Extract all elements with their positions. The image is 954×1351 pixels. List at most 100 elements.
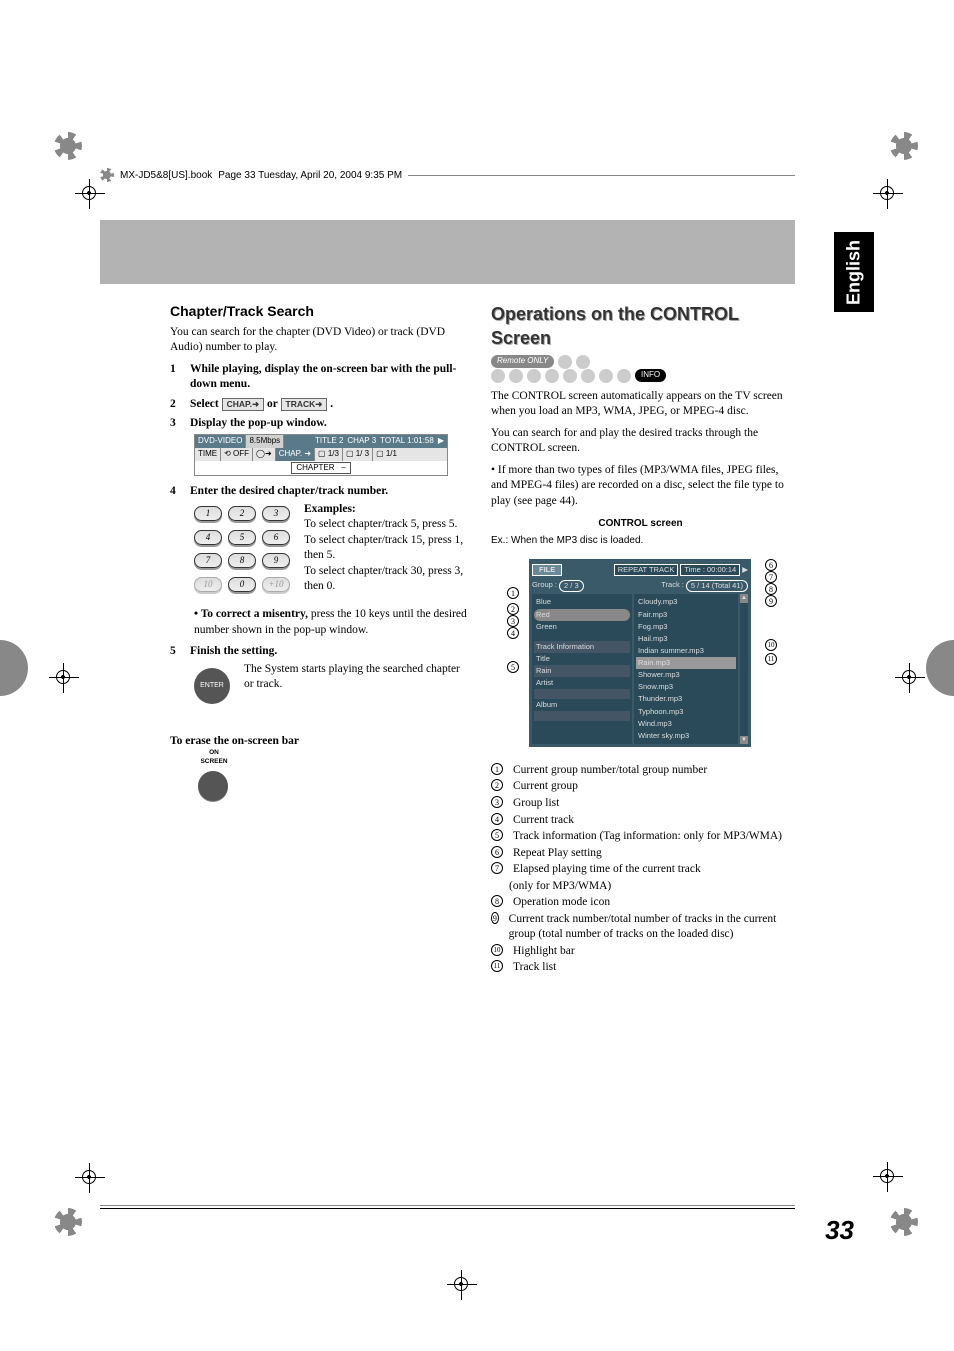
osb-chap-sel: CHAP. ➜	[276, 448, 315, 461]
legend-num: 9	[491, 912, 499, 924]
track-label: Track :	[661, 580, 684, 592]
osb-bitrate: 8.5Mbps	[246, 435, 284, 448]
gear-icon	[100, 168, 114, 182]
step-4: Enter the desired chapter/track number.	[190, 484, 469, 500]
control-screen-title: CONTROL screen	[491, 517, 790, 531]
track-row[interactable]: Wind.mp3	[636, 718, 736, 730]
page-number: 33	[825, 1215, 854, 1246]
legend-1: Current group number/total group number	[513, 763, 707, 779]
key-9[interactable]: 9	[262, 553, 290, 568]
key-8[interactable]: 8	[228, 553, 256, 568]
group-item[interactable]: Green	[534, 621, 630, 633]
osb-audio: ▢ 1/3	[315, 448, 343, 461]
legend-num: 11	[491, 960, 503, 972]
legend-num: 10	[491, 944, 503, 956]
key-3[interactable]: 3	[262, 506, 290, 521]
repeat-box: REPEAT TRACK	[614, 564, 679, 576]
scroll-up[interactable]: ▲	[740, 594, 748, 602]
control-screen: FILE REPEAT TRACK Time : 00:00:14 ▶ Grou…	[529, 559, 751, 747]
on-screen-button[interactable]	[198, 771, 228, 801]
key-7[interactable]: 7	[194, 553, 222, 568]
info-pill: INFO	[635, 369, 666, 382]
callout-10: 10	[765, 639, 777, 651]
osb-angle: ◯➜	[253, 448, 276, 461]
erase-title: To erase the on-screen bar	[170, 734, 469, 750]
key-plus10[interactable]: +10	[262, 577, 290, 592]
legend-5: Track information (Tag information: only…	[513, 829, 782, 845]
group-item[interactable]: Blue	[534, 596, 630, 608]
legend-num: 1	[491, 763, 503, 775]
ti-album-v	[534, 711, 630, 721]
step-2-post: .	[330, 398, 333, 410]
legend-9: Current track number/total number of tra…	[509, 912, 790, 943]
callout-2: 2	[507, 603, 519, 615]
key-1[interactable]: 1	[194, 506, 222, 521]
legend-num: 6	[491, 846, 503, 858]
correct-misentry: • To correct a misentry, press the 10 ke…	[194, 607, 469, 638]
legend-11: Track list	[513, 960, 556, 976]
left-column: Chapter/Track Search You can search for …	[170, 302, 469, 977]
legend-num: 8	[491, 895, 503, 907]
osb-repeat: ⟲ OFF	[221, 448, 253, 461]
examples: Examples: To select chapter/track 5, pre…	[304, 502, 469, 595]
track-row[interactable]: Indian summer.mp3	[636, 645, 736, 657]
key-6[interactable]: 6	[262, 530, 290, 545]
gear-icon	[890, 132, 918, 160]
callout-1: 1	[507, 587, 519, 599]
track-row[interactable]: Thunder.mp3	[636, 693, 736, 705]
remote-only-badge: Remote ONLY	[491, 355, 554, 368]
track-row[interactable]: Fog.mp3	[636, 621, 736, 633]
ti-title-v: Rain	[534, 665, 630, 677]
step-2-mid: or	[267, 398, 278, 410]
example-1: To select chapter/track 5, press 5.	[304, 517, 469, 533]
key-10[interactable]: 10	[194, 577, 222, 592]
gear-icon	[890, 1208, 918, 1236]
step-1: While playing, display the on-screen bar…	[190, 362, 469, 393]
control-screen-frame: FILE REPEAT TRACK Time : 00:00:14 ▶ Grou…	[509, 553, 779, 753]
dot-icon	[563, 369, 577, 383]
footer-rule	[100, 1205, 795, 1206]
examples-title: Examples:	[304, 502, 469, 518]
group-label: Group :	[532, 580, 557, 592]
right-column: Operations on the CONTROL Screen Remote …	[491, 302, 790, 977]
legend-list: 1 Current group number/total group number…	[491, 763, 790, 976]
osb-time: TIME	[195, 448, 221, 461]
callout-6: 6	[765, 559, 777, 571]
callout-11: 11	[765, 653, 777, 665]
group-counter: 2 / 3	[559, 580, 584, 592]
track-row-highlight[interactable]: Rain.mp3	[636, 657, 736, 669]
ti-artist-k: Artist	[534, 677, 630, 689]
track-row[interactable]: Cloudy.mp3	[636, 596, 736, 608]
track-row[interactable]: Shower.mp3	[636, 669, 736, 681]
dot-icon	[558, 355, 572, 369]
key-0[interactable]: 0	[228, 577, 256, 592]
track-row[interactable]: Hail.mp3	[636, 633, 736, 645]
legend-2: Current group	[513, 779, 578, 795]
step-5-body: The System starts playing the searched c…	[244, 662, 469, 693]
step-2: Select CHAP.➜ or TRACK➜ .	[190, 397, 469, 413]
track-row[interactable]: Snow.mp3	[636, 681, 736, 693]
track-chip: TRACK➜	[281, 398, 328, 411]
osb-total: TOTAL 1:01:58	[380, 436, 434, 447]
chapter-track-search-title: Chapter/Track Search	[170, 302, 469, 321]
group-item-selected[interactable]: Red	[534, 609, 630, 621]
mode-icon: ▶	[742, 565, 748, 575]
header-print-line: MX-JD5&8[US].book Page 33 Tuesday, April…	[100, 168, 795, 182]
track-row[interactable]: Fair.mp3	[636, 609, 736, 621]
dot-icon	[545, 369, 559, 383]
track-row[interactable]: Winter sky.mp3	[636, 730, 736, 742]
scrollbar[interactable]: ▲ ▼	[740, 594, 748, 744]
key-5[interactable]: 5	[228, 530, 256, 545]
step-2-pre: Select	[190, 398, 219, 410]
enter-button[interactable]: ENTER	[194, 668, 230, 704]
callout-7: 7	[765, 571, 777, 583]
title-band	[100, 220, 795, 284]
osb-sub: ▢ 1/ 3	[343, 448, 373, 461]
header-filename: MX-JD5&8[US].book	[120, 170, 212, 181]
key-4[interactable]: 4	[194, 530, 222, 545]
key-2[interactable]: 2	[228, 506, 256, 521]
track-counter: 5 / 14 (Total 41)	[686, 580, 748, 592]
ti-title-k: Title	[534, 653, 630, 665]
scroll-down[interactable]: ▼	[740, 736, 748, 744]
track-row[interactable]: Typhoon.mp3	[636, 706, 736, 718]
